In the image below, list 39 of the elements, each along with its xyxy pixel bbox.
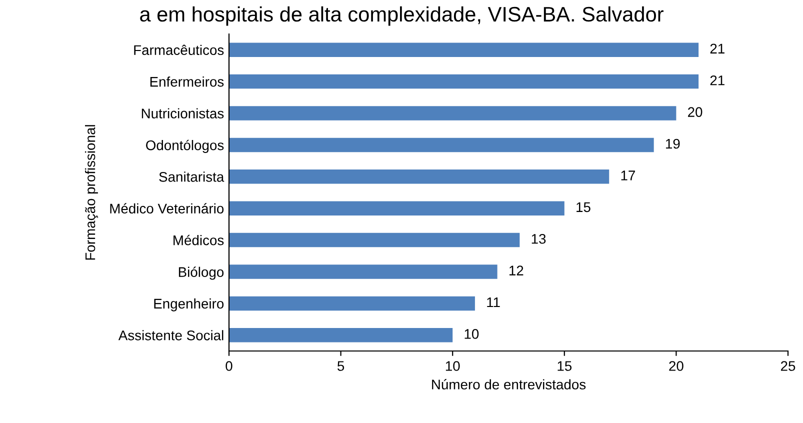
data-label: 21 [710, 75, 724, 86]
data-label: 21 [710, 44, 724, 54]
y-tick-label: Farmacêuticos [134, 44, 224, 56]
data-label: 15 [576, 202, 590, 212]
bar [229, 106, 676, 120]
data-label: 11 [487, 297, 500, 308]
bar [229, 138, 654, 152]
bar [229, 201, 564, 216]
x-tick-label: 5 [337, 361, 344, 371]
data-label: 20 [688, 107, 702, 117]
bar [229, 74, 699, 89]
y-axis-title: Formação profissional [84, 125, 98, 260]
y-tick-label: Sanitarista [159, 172, 224, 182]
data-label: 19 [666, 138, 680, 149]
bar [229, 232, 520, 248]
data-label: 12 [509, 266, 524, 276]
x-axis-title: Número de entrevistados [432, 379, 586, 390]
x-tick-label: 20 [669, 361, 684, 371]
y-tick-label: Médico Veterinário [110, 203, 224, 214]
chart-title: a em hospitais de alta complexidade, VISA-BA. Salvador [140, 6, 664, 26]
data-label: 10 [464, 329, 479, 339]
bar [229, 42, 699, 57]
bar [229, 264, 498, 279]
x-tick-label: 10 [446, 361, 460, 371]
y-tick-label: Médicos [174, 234, 224, 246]
x-tick-label: 15 [558, 361, 572, 371]
x-tick-label: 25 [780, 361, 796, 371]
data-label: 17 [621, 170, 635, 180]
y-tick-label: Enfermeiros [150, 76, 224, 87]
bar [229, 328, 453, 342]
y-tick-label: Odontólogos [146, 140, 224, 153]
y-tick-label: Engenheiro [154, 298, 224, 312]
y-tick-label: Assistente Social [118, 330, 224, 340]
y-tick-label: Biólogo [178, 266, 224, 280]
x-tick-label: 0 [226, 361, 232, 371]
y-tick-label: Nutricionistas [142, 108, 224, 118]
data-label: 13 [532, 234, 546, 244]
bar [229, 170, 610, 184]
bar [229, 296, 475, 311]
